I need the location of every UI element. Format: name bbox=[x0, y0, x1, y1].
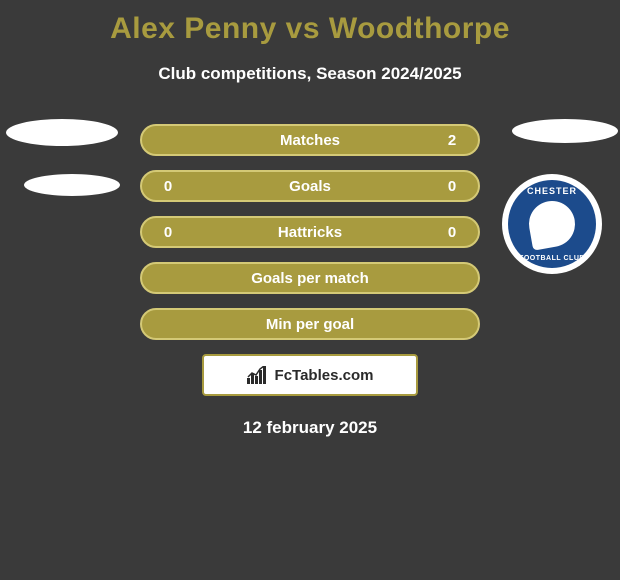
stat-value-left: 0 bbox=[158, 178, 178, 195]
stat-value-right: 2 bbox=[442, 132, 462, 149]
club-badge-bottom-text: FOOTBALL CLUB bbox=[519, 255, 585, 262]
club-badge: CHESTER FOOTBALL CLUB bbox=[502, 174, 602, 274]
right-photo-placeholder bbox=[512, 119, 620, 143]
stat-pill: 0 Hattricks 0 bbox=[140, 216, 480, 248]
brand-text: FcTables.com bbox=[275, 367, 374, 384]
date-text: 12 february 2025 bbox=[0, 418, 620, 438]
stat-label: Matches bbox=[178, 132, 442, 149]
club-badge-emblem bbox=[525, 197, 578, 250]
club-badge-inner: CHESTER FOOTBALL CLUB bbox=[508, 180, 596, 268]
ellipse-shape bbox=[6, 119, 118, 146]
left-photo-placeholder bbox=[0, 119, 120, 196]
stat-value-right: 0 bbox=[442, 224, 462, 241]
stat-label: Goals per match bbox=[178, 270, 442, 287]
stats-area: CHESTER FOOTBALL CLUB Matches 2 0 Goals … bbox=[0, 124, 620, 438]
ellipse-shape bbox=[24, 174, 120, 196]
stat-label: Min per goal bbox=[178, 316, 442, 333]
subtitle: Club competitions, Season 2024/2025 bbox=[0, 64, 620, 84]
stat-pill-list: Matches 2 0 Goals 0 0 Hattricks 0 Goals … bbox=[140, 124, 480, 340]
stat-label: Hattricks bbox=[178, 224, 442, 241]
comparison-card: Alex Penny vs Woodthorpe Club competitio… bbox=[0, 0, 620, 580]
bar-chart-icon bbox=[247, 366, 269, 384]
stat-pill: Goals per match bbox=[140, 262, 480, 294]
ellipse-shape bbox=[512, 119, 618, 143]
stat-value-left: 0 bbox=[158, 224, 178, 241]
stat-value-right: 0 bbox=[442, 178, 462, 195]
stat-pill: Min per goal bbox=[140, 308, 480, 340]
club-badge-top-text: CHESTER bbox=[527, 186, 577, 196]
brand-box: FcTables.com bbox=[202, 354, 418, 396]
stat-label: Goals bbox=[178, 178, 442, 195]
page-title: Alex Penny vs Woodthorpe bbox=[0, 0, 620, 46]
stat-pill: Matches 2 bbox=[140, 124, 480, 156]
stat-pill: 0 Goals 0 bbox=[140, 170, 480, 202]
